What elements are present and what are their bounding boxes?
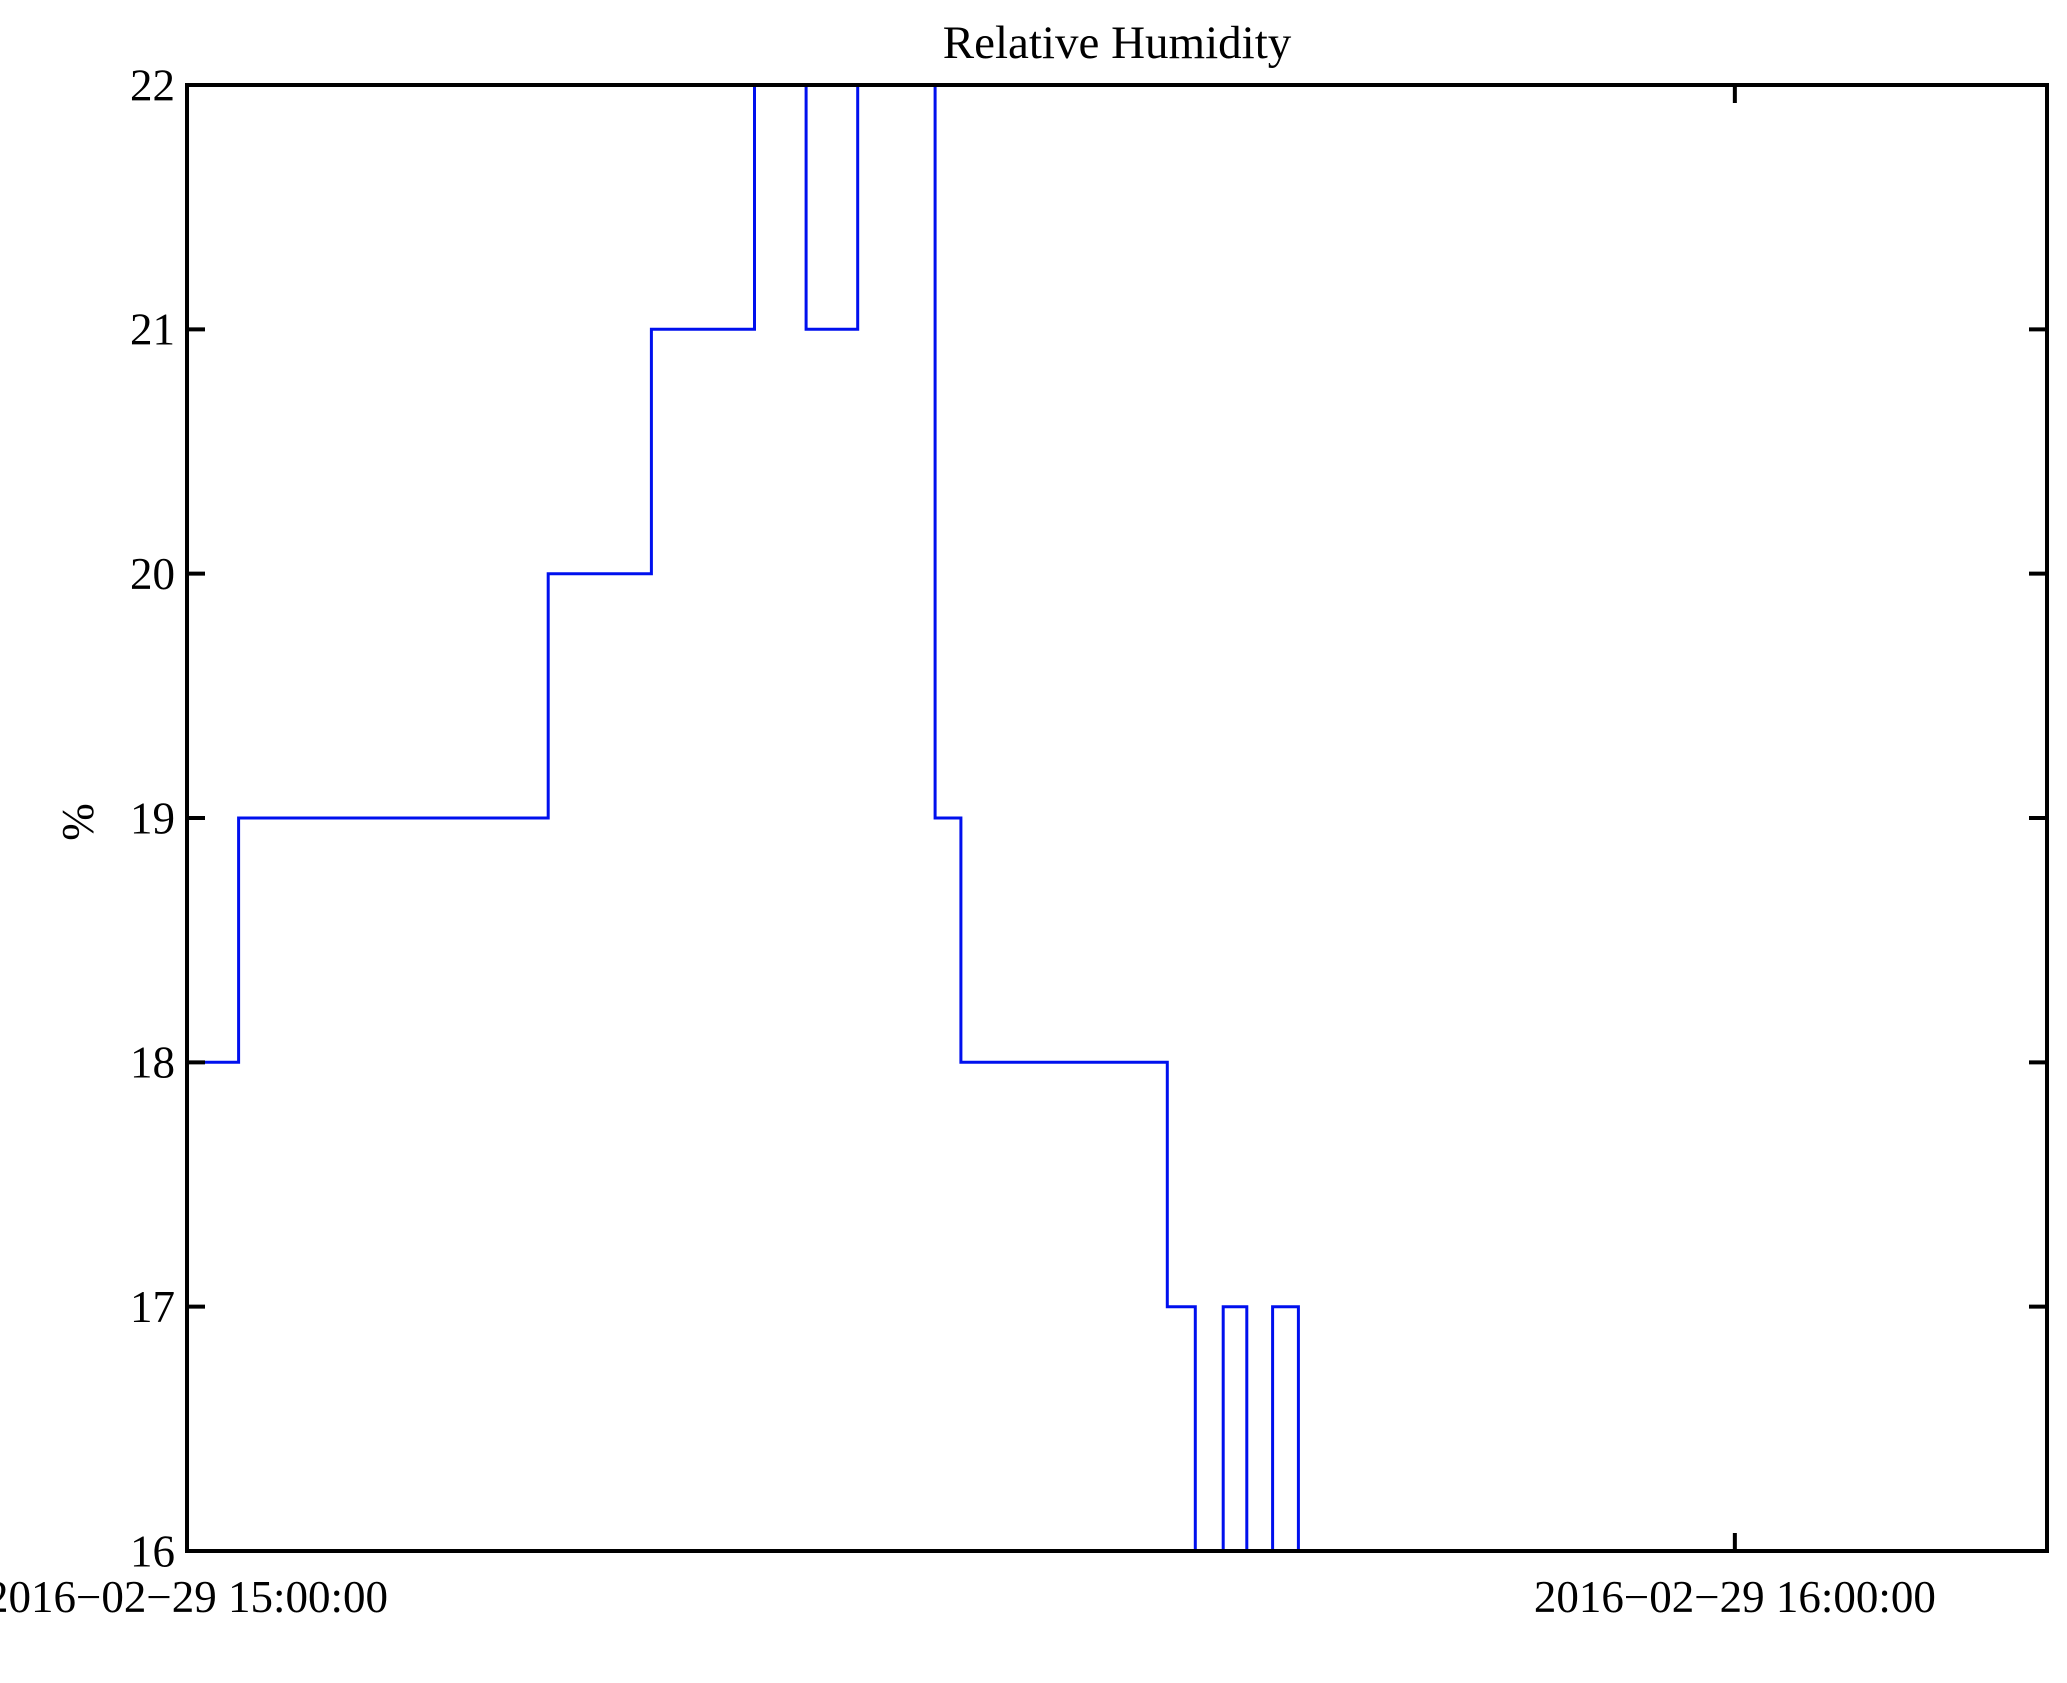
y-tick-label: 22 xyxy=(130,60,175,110)
chart-title: Relative Humidity xyxy=(943,17,1292,69)
y-axis-label: % xyxy=(53,803,103,841)
y-tick-label: 18 xyxy=(130,1038,175,1088)
humidity-step-line xyxy=(187,83,1735,1553)
y-tick-label: 17 xyxy=(130,1282,175,1332)
x-tick-labels: 2016−02−29 15:00:00 2016−02−29 16:00:00 xyxy=(0,1572,1936,1622)
y-tick-label: 16 xyxy=(130,1526,175,1576)
x-tick-label-end: 2016−02−29 16:00:00 xyxy=(1534,1572,1936,1622)
y-tick-label: 20 xyxy=(130,549,175,599)
axis-ticks xyxy=(187,85,2047,1551)
y-tick-label: 21 xyxy=(130,305,175,355)
y-tick-labels: 16 17 18 19 20 21 22 xyxy=(130,60,175,1576)
step-line-path xyxy=(187,83,1735,1553)
y-tick-label: 19 xyxy=(130,793,175,843)
x-tick-label-start: 2016−02−29 15:00:00 xyxy=(0,1572,388,1622)
